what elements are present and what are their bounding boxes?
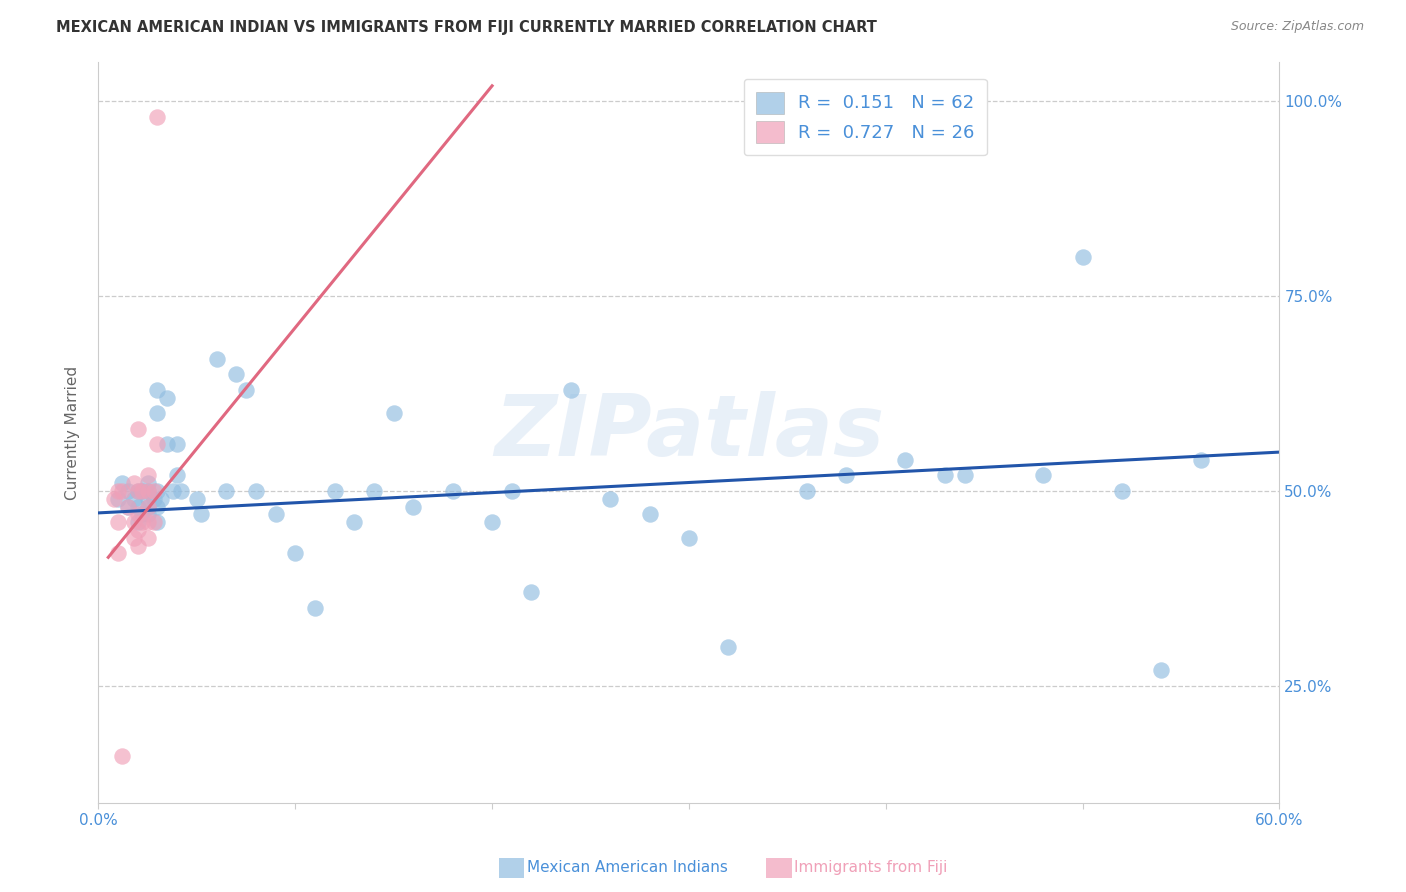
Point xyxy=(117,500,139,514)
Point xyxy=(186,491,208,506)
Point xyxy=(146,406,169,420)
Text: Mexican American Indians: Mexican American Indians xyxy=(527,860,728,874)
Point xyxy=(131,508,153,522)
Point xyxy=(835,468,858,483)
Point xyxy=(323,484,346,499)
Point xyxy=(107,484,129,499)
Point xyxy=(136,476,159,491)
Point xyxy=(136,491,159,506)
Point xyxy=(162,484,184,499)
Point xyxy=(136,500,159,514)
Point xyxy=(111,476,134,491)
Point xyxy=(127,484,149,499)
Point xyxy=(142,484,165,499)
Point xyxy=(156,391,179,405)
Point xyxy=(146,484,169,499)
Point xyxy=(136,508,159,522)
Text: MEXICAN AMERICAN INDIAN VS IMMIGRANTS FROM FIJI CURRENTLY MARRIED CORRELATION CH: MEXICAN AMERICAN INDIAN VS IMMIGRANTS FR… xyxy=(56,20,877,35)
Point xyxy=(560,383,582,397)
Point xyxy=(717,640,740,654)
Point xyxy=(382,406,405,420)
Point xyxy=(934,468,956,483)
Point xyxy=(127,539,149,553)
Point xyxy=(953,468,976,483)
Point xyxy=(235,383,257,397)
Point xyxy=(441,484,464,499)
Point xyxy=(150,491,173,506)
Point xyxy=(343,515,366,529)
Point xyxy=(894,453,917,467)
Point xyxy=(107,491,129,506)
Point xyxy=(122,491,145,506)
Point xyxy=(156,437,179,451)
Point xyxy=(111,749,134,764)
Point xyxy=(127,422,149,436)
Point xyxy=(205,351,228,366)
Point xyxy=(131,484,153,499)
Point xyxy=(363,484,385,499)
Point xyxy=(146,437,169,451)
Point xyxy=(166,468,188,483)
Point xyxy=(225,367,247,381)
Legend: R =  0.151   N = 62, R =  0.727   N = 26: R = 0.151 N = 62, R = 0.727 N = 26 xyxy=(744,78,987,155)
Point xyxy=(136,484,159,499)
Point xyxy=(170,484,193,499)
Point xyxy=(127,500,149,514)
Point xyxy=(136,484,159,499)
Point xyxy=(245,484,267,499)
Point xyxy=(111,484,134,499)
Point xyxy=(136,500,159,514)
Text: Immigrants from Fiji: Immigrants from Fiji xyxy=(794,860,948,874)
Point xyxy=(142,491,165,506)
Text: Source: ZipAtlas.com: Source: ZipAtlas.com xyxy=(1230,20,1364,33)
Point xyxy=(264,508,287,522)
Point xyxy=(146,110,169,124)
Point xyxy=(103,491,125,506)
Point xyxy=(146,383,169,397)
Point xyxy=(678,531,700,545)
Point xyxy=(107,546,129,560)
Point xyxy=(402,500,425,514)
Point xyxy=(304,601,326,615)
Point xyxy=(117,500,139,514)
Point xyxy=(122,531,145,545)
Point xyxy=(122,476,145,491)
Point xyxy=(215,484,238,499)
Text: ZIPatlas: ZIPatlas xyxy=(494,391,884,475)
Point xyxy=(146,500,169,514)
Point xyxy=(190,508,212,522)
Point xyxy=(1150,663,1173,677)
Point xyxy=(142,515,165,529)
Point xyxy=(131,484,153,499)
Point xyxy=(127,508,149,522)
Point xyxy=(136,531,159,545)
Point xyxy=(481,515,503,529)
Point xyxy=(501,484,523,499)
Point xyxy=(520,585,543,599)
Y-axis label: Currently Married: Currently Married xyxy=(65,366,80,500)
Point xyxy=(284,546,307,560)
Point xyxy=(146,515,169,529)
Point xyxy=(127,515,149,529)
Point xyxy=(1111,484,1133,499)
Point xyxy=(796,484,818,499)
Point xyxy=(117,484,139,499)
Point xyxy=(136,468,159,483)
Point xyxy=(131,515,153,529)
Point xyxy=(166,437,188,451)
Point xyxy=(1071,250,1094,264)
Point xyxy=(1189,453,1212,467)
Point xyxy=(107,515,129,529)
Point xyxy=(599,491,621,506)
Point xyxy=(122,515,145,529)
Point xyxy=(136,515,159,529)
Point xyxy=(638,508,661,522)
Point xyxy=(127,523,149,537)
Point xyxy=(1032,468,1054,483)
Point xyxy=(127,484,149,499)
